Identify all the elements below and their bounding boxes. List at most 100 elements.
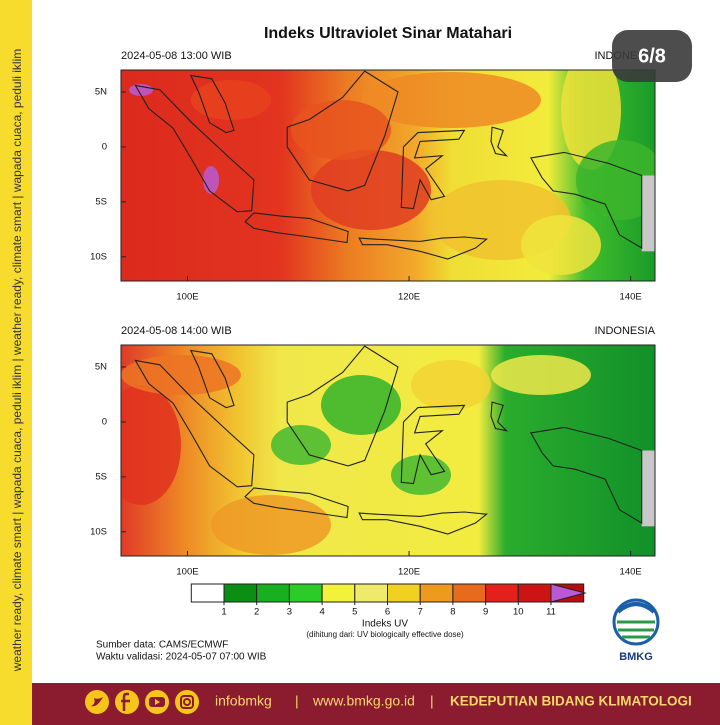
coastline — [400, 404, 466, 485]
coastline — [286, 345, 399, 467]
x-tick-label: 140E — [620, 567, 642, 578]
y-tick-label: 0 — [102, 141, 107, 152]
y-tick-label: 5N — [95, 361, 107, 372]
colorbar-tick-label: 10 — [513, 607, 524, 618]
coastline — [490, 126, 509, 157]
uv-patch — [271, 425, 331, 465]
coastline — [358, 511, 489, 535]
coastline — [530, 426, 643, 524]
logo-text: BMKG — [619, 651, 653, 663]
coastline — [134, 359, 255, 488]
map-field — [121, 345, 655, 556]
badge — [612, 30, 692, 82]
coastline — [358, 236, 489, 260]
map-frame — [120, 69, 656, 282]
uv-patch — [203, 166, 219, 194]
icon-instagram — [175, 690, 199, 714]
icon-glyph — [183, 698, 191, 706]
colorbar-box — [256, 583, 290, 603]
badge-text: 6/8 — [638, 45, 666, 67]
coastline — [244, 212, 349, 244]
map-field — [121, 70, 655, 281]
validity: Waktu validasi: 2024-05-07 07:00 WIB — [96, 652, 267, 663]
x-tick-label: 120E — [398, 292, 420, 303]
colorbar-box — [223, 583, 258, 603]
colorbar-tick-label: 9 — [483, 607, 488, 618]
coastline — [286, 70, 399, 192]
coastline — [189, 349, 235, 409]
colorbar-box — [485, 583, 519, 603]
title: Indeks Ultraviolet Sinar Matahari — [264, 25, 512, 42]
colorbar-note: (dihitung dari: UV biologically effectiv… — [306, 630, 464, 639]
panel-datetime: 2024-05-08 14:00 WIB — [121, 325, 232, 337]
uv-patch — [321, 375, 401, 435]
map-panel: 2024-05-08 14:00 WIB INDONESIA 5N 0 5S 10S 100… — [90, 325, 656, 578]
colorbar-label: Indeks UV — [362, 619, 408, 630]
icon-glyph — [180, 695, 194, 709]
colorbar-box — [321, 583, 356, 603]
colorbar-box — [452, 583, 487, 603]
colorbar-box — [419, 583, 454, 603]
uv-patch — [361, 72, 541, 128]
x-tick-label: 100E — [176, 292, 198, 303]
colorbar-box — [190, 583, 225, 603]
footer-department: KEDEPUTIAN BIDANG KLIMATOLOGI — [450, 694, 692, 709]
y-tick-label: 10S — [90, 526, 107, 537]
uv-patch — [311, 150, 431, 230]
uv-patch — [291, 100, 391, 160]
icon-glyph — [155, 699, 160, 705]
x-tick-label: 100E — [176, 567, 198, 578]
colorbar-box — [288, 583, 323, 603]
map-panel: 2024-05-08 13:00 WIBINDONESIA5N05S10S100… — [90, 50, 656, 303]
no-data — [641, 450, 655, 527]
coastline — [134, 84, 255, 213]
coastline — [490, 401, 509, 432]
source: Sumber data: CAMS/ECMWF — [96, 640, 228, 651]
maps: 2024-05-08 13:00 WIB INDONESIA 5N 0 5S 10S 100… — [90, 50, 656, 578]
uv-patch — [521, 215, 601, 275]
coastline — [244, 487, 349, 519]
footer-handle: infobmkg — [215, 693, 272, 709]
uv-patch — [411, 360, 491, 410]
uv-patch — [191, 80, 271, 120]
coastline — [530, 151, 643, 249]
coastline — [400, 129, 466, 210]
social-icons — [85, 690, 199, 714]
sidebar — [0, 0, 32, 725]
y-tick-label: 10S — [90, 251, 107, 262]
colorbar-tick-label: 5 — [352, 607, 357, 618]
colorbar-tick-label: 8 — [450, 607, 455, 618]
colorbar-tick-label: 3 — [287, 607, 292, 618]
colorbar-arrow — [550, 583, 587, 603]
colorbar-tick-label: 11 — [546, 607, 556, 618]
uv-patch — [491, 355, 591, 395]
y-tick-label: 5N — [95, 86, 107, 97]
colorbar-box — [354, 583, 388, 603]
logo-stripes — [617, 620, 655, 639]
colorbar-tick-label: 7 — [418, 607, 423, 618]
y-tick-label: 5S — [95, 471, 107, 482]
panel-datetime: 2024-05-08 13:00 WIB — [121, 50, 232, 62]
logo — [612, 598, 660, 646]
map-frame — [120, 344, 656, 557]
colorbar-box — [387, 583, 421, 603]
logo-arc — [616, 602, 656, 614]
colorbar-tick-label: 6 — [385, 607, 390, 618]
y-tick-label: 5S — [95, 196, 107, 207]
colorbar-tick-label: 2 — [254, 607, 259, 618]
colorbar-tick-label: 1 — [221, 607, 226, 618]
no-data — [641, 175, 655, 252]
footer-website: www.bmkg.go.id — [312, 693, 415, 709]
uv-patch — [121, 385, 181, 505]
y-tick-label: 0 — [102, 416, 107, 427]
uv-patch — [211, 495, 331, 555]
footer-separator: | — [295, 693, 299, 709]
colorbar: 1 2 3 4 5 6 7 8 9 10 11 — [190, 583, 587, 618]
x-tick-label: 140E — [620, 292, 642, 303]
uv-patch — [391, 455, 451, 495]
sidebar-text: weather ready, climate smart | wapada cu… — [10, 49, 24, 673]
colorbar-box — [517, 583, 552, 603]
panel-region: INDONESIA — [594, 325, 655, 337]
